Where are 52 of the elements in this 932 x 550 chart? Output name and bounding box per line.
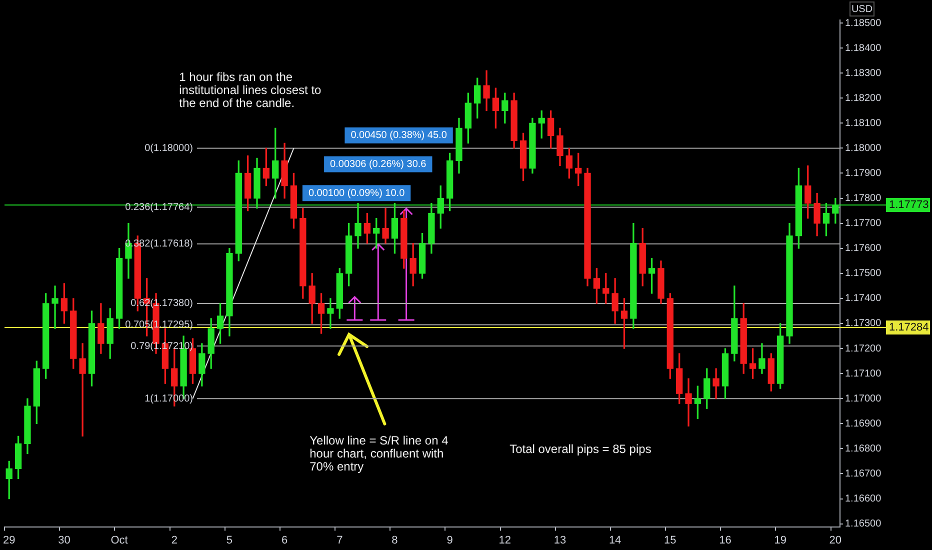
y-tick-label: 1.17600 (845, 243, 882, 254)
x-tick-label: 9 (446, 534, 453, 546)
annotation: Total overall pips = 85 pips (510, 442, 652, 456)
y-tick-label: 1.17200 (845, 343, 882, 354)
x-tick-label: 14 (608, 534, 622, 546)
y-tick-label: 1.17800 (845, 193, 882, 204)
x-tick-label: 15 (664, 534, 676, 546)
candlestick (79, 343, 86, 436)
y-tick-label: 1.18400 (845, 42, 882, 54)
x-tick-label: 5 (226, 534, 233, 546)
x-tick-label: 29 (2, 534, 16, 546)
y-tick-label: 1.16700 (845, 468, 882, 480)
y-tick-label: 1.16800 (845, 443, 882, 454)
x-tick-label: 6 (281, 534, 288, 546)
candlestick (685, 378, 692, 426)
y-tick-label: 1.18300 (845, 68, 882, 79)
y-axis-title: USD (851, 4, 873, 15)
x-tick-label: 19 (774, 534, 786, 546)
annotation: Yellow line = S/R line on 4 hour chart, confluent with 70% entry (310, 434, 449, 474)
y-tick-label: 1.16900 (845, 418, 882, 430)
annotation: 0.00306 (0.26%) 30.6 (330, 159, 427, 170)
x-tick-label: 13 (554, 534, 566, 546)
y-tick-label: 1.17900 (845, 168, 882, 179)
x-tick-label: 20 (829, 534, 842, 546)
ref-line-label: 1.17773 (889, 199, 929, 212)
annotation: 1 hour fibs ran on the institutional lines closest to the end of the candle. (179, 70, 322, 110)
ref-line-label: 0.236(1.17764) (125, 202, 193, 214)
y-tick-label: 1.18100 (845, 118, 882, 129)
x-tick-label: Oct (110, 534, 128, 546)
x-tick-label: 12 (498, 534, 512, 546)
y-tick-label: 1.16500 (845, 518, 882, 530)
x-tick-label: 8 (392, 534, 398, 546)
y-tick-label: 1.18200 (845, 92, 882, 104)
y-tick-label: 1.16600 (845, 494, 882, 505)
candlestick (52, 286, 58, 329)
y-tick-label: 1.17700 (845, 218, 882, 230)
y-tick-label: 1.17400 (845, 293, 882, 304)
ref-line-label: 1.17284 (889, 322, 929, 334)
y-tick-label: 1.17100 (845, 368, 882, 380)
x-tick-label: 30 (58, 534, 70, 546)
x-tick-label: 2 (171, 534, 178, 546)
y-tick-label: 1.18000 (845, 142, 882, 154)
y-tick-label: 1.18500 (845, 18, 882, 29)
ref-line-label: 0(1.18000) (144, 142, 193, 154)
x-tick-label: 16 (719, 534, 732, 546)
y-tick-label: 1.17500 (845, 268, 882, 280)
y-tick-label: 1.17300 (845, 318, 882, 330)
annotation: 0.00450 (0.38%) 45.0 (350, 130, 448, 142)
annotation: 0.00100 (0.09%) 10.0 (308, 188, 406, 199)
candlestick (327, 298, 334, 329)
y-tick-label: 1.17000 (845, 393, 882, 404)
x-tick-label: 7 (336, 534, 343, 546)
